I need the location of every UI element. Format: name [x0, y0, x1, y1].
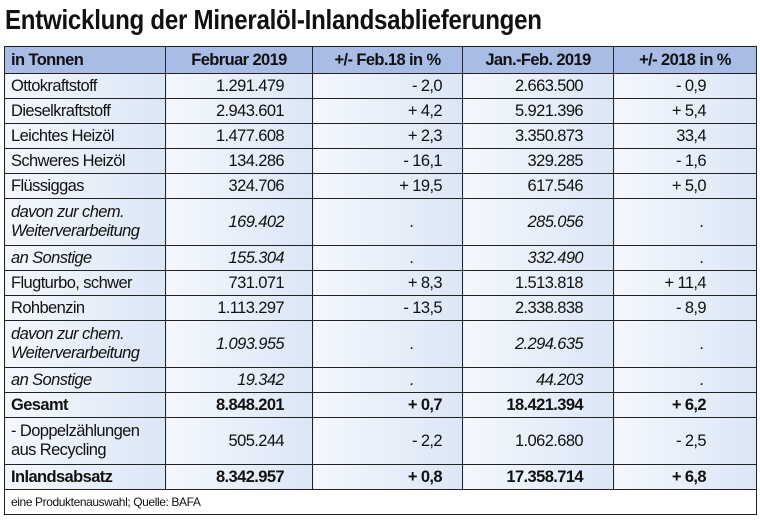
- cell-janfeb2019: 617.546: [462, 173, 614, 199]
- mineral-oil-table: in Tonnen Februar 2019 +/- Feb.18 in % J…: [4, 46, 757, 515]
- cell-feb2019: 19.342: [165, 367, 313, 393]
- source-note: eine Produktenauswahl; Quelle: BAFA: [4, 489, 757, 515]
- cell-janfeb2019: 2.663.500: [462, 73, 614, 99]
- table-row: Leichtes Heizöl 1.477.608 + 2,3 3.350.873 33…: [4, 123, 757, 149]
- cell-chg-feb: - 2,0: [312, 73, 463, 99]
- cell-chg-feb: .: [312, 367, 463, 393]
- cell-label: Dieselkraftstoff: [4, 98, 166, 124]
- table-row: Flugturbo, schwer 731.071 + 8,3 1.513.818 + …: [4, 270, 757, 296]
- cell-janfeb2019: 329.285: [462, 148, 614, 174]
- cell-janfeb2019: 3.350.873: [462, 123, 614, 149]
- cell-label: an Sonstige: [4, 367, 166, 393]
- cell-feb2019: 169.402: [165, 198, 313, 246]
- cell-label: Rohbenzin: [4, 295, 166, 321]
- cell-label: an Sonstige: [4, 245, 166, 271]
- column-header: +/- 2018 in %: [613, 46, 757, 74]
- cell-janfeb2019: 332.490: [462, 245, 614, 271]
- cell-feb2019: 731.071: [165, 270, 313, 296]
- table-row: an Sonstige 155.304. 332.490.: [4, 245, 757, 271]
- cell-feb2019: 8.342.957: [165, 464, 313, 490]
- table-row: Inlandsabsatz 8.342.957 + 0,8 17.358.714 + 6…: [4, 464, 757, 490]
- cell-janfeb2019: 18.421.394: [462, 392, 614, 418]
- cell-chg-2018: .: [613, 320, 757, 368]
- cell-chg-2018: + 5,0: [613, 173, 757, 199]
- cell-chg-2018: 33,4: [613, 123, 757, 149]
- cell-chg-2018: .: [613, 245, 757, 271]
- table-row: an Sonstige 19.342. 44.203.: [4, 367, 757, 393]
- cell-label: Gesamt: [4, 392, 166, 418]
- cell-feb2019: 2.943.601: [165, 98, 313, 124]
- cell-label: Flugturbo, schwer: [4, 270, 166, 296]
- cell-chg-feb: + 8,3: [312, 270, 463, 296]
- cell-label: Flüssiggas: [4, 173, 166, 199]
- cell-chg-feb: + 0,7: [312, 392, 463, 418]
- cell-janfeb2019: 285.056: [462, 198, 614, 246]
- cell-label: davon zur chem. Weiterverarbeitung: [4, 198, 166, 246]
- cell-janfeb2019: 1.062.680: [462, 417, 614, 465]
- cell-chg-feb: .: [312, 198, 463, 246]
- column-header: Februar 2019: [165, 46, 313, 74]
- column-header: Jan.-Feb. 2019: [462, 46, 614, 74]
- cell-feb2019: 1.291.479: [165, 73, 313, 99]
- table-row: davon zur chem. Weiterverarbeitung 169.40…: [4, 198, 757, 246]
- column-header: +/- Feb.18 in %: [312, 46, 463, 74]
- table-row: davon zur chem. Weiterverarbeitung 1.093.…: [4, 320, 757, 368]
- cell-label: - Doppelzählungen aus Recycling: [4, 417, 166, 465]
- cell-chg-2018: .: [613, 367, 757, 393]
- cell-chg-feb: + 2,3: [312, 123, 463, 149]
- cell-feb2019: 324.706: [165, 173, 313, 199]
- cell-chg-feb: + 19,5: [312, 173, 463, 199]
- header-row: in Tonnen Februar 2019 +/- Feb.18 in % J…: [4, 46, 757, 74]
- cell-chg-feb: - 13,5: [312, 295, 463, 321]
- cell-label: Leichtes Heizöl: [4, 123, 166, 149]
- cell-feb2019: 134.286: [165, 148, 313, 174]
- cell-janfeb2019: 5.921.396: [462, 98, 614, 124]
- cell-chg-feb: .: [312, 245, 463, 271]
- cell-label: Inlandsabsatz: [4, 464, 166, 490]
- cell-chg-feb: - 16,1: [312, 148, 463, 174]
- cell-chg-feb: + 4,2: [312, 98, 463, 124]
- table-row: Schweres Heizöl 134.286- 16,1 329.285- 1,6: [4, 148, 757, 174]
- cell-chg-2018: + 11,4: [613, 270, 757, 296]
- table-row: Ottokraftstoff 1.291.479- 2,0 2.663.500- 0…: [4, 73, 757, 99]
- cell-chg-2018: - 0,9: [613, 73, 757, 99]
- cell-chg-feb: + 0,8: [312, 464, 463, 490]
- cell-chg-2018: .: [613, 198, 757, 246]
- cell-feb2019: 1.477.608: [165, 123, 313, 149]
- column-header: in Tonnen: [4, 46, 166, 74]
- cell-label: Ottokraftstoff: [4, 73, 166, 99]
- cell-feb2019: 155.304: [165, 245, 313, 271]
- table-row: Gesamt 8.848.201 + 0,7 18.421.394 + 6,2: [4, 392, 757, 418]
- cell-chg-2018: + 6,2: [613, 392, 757, 418]
- cell-janfeb2019: 1.513.818: [462, 270, 614, 296]
- cell-feb2019: 8.848.201: [165, 392, 313, 418]
- cell-chg-2018: + 5,4: [613, 98, 757, 124]
- cell-label: Schweres Heizöl: [4, 148, 166, 174]
- cell-janfeb2019: 44.203: [462, 367, 614, 393]
- cell-feb2019: 1.113.297: [165, 295, 313, 321]
- table-row: Rohbenzin 1.113.297- 13,5 2.338.838- 8,9: [4, 295, 757, 321]
- cell-chg-feb: .: [312, 320, 463, 368]
- cell-chg-2018: - 2,5: [613, 417, 757, 465]
- table-row: Dieselkraftstoff 2.943.601 + 4,2 5.921.396 +…: [4, 98, 757, 124]
- table-title: Entwicklung der Mineralöl-Inlandsabliefe…: [5, 4, 542, 35]
- cell-chg-2018: - 8,9: [613, 295, 757, 321]
- cell-chg-2018: + 6,8: [613, 464, 757, 490]
- cell-janfeb2019: 2.338.838: [462, 295, 614, 321]
- table-row: - Doppelzählungen aus Recycling 505.244- …: [4, 417, 757, 465]
- cell-chg-2018: - 1,6: [613, 148, 757, 174]
- cell-label: davon zur chem. Weiterverarbeitung: [4, 320, 166, 368]
- cell-chg-feb: - 2,2: [312, 417, 463, 465]
- cell-janfeb2019: 17.358.714: [462, 464, 614, 490]
- table-row: Flüssiggas 324.706 + 19,5 617.546 + 5,0: [4, 173, 757, 199]
- cell-feb2019: 1.093.955: [165, 320, 313, 368]
- cell-feb2019: 505.244: [165, 417, 313, 465]
- cell-janfeb2019: 2.294.635: [462, 320, 614, 368]
